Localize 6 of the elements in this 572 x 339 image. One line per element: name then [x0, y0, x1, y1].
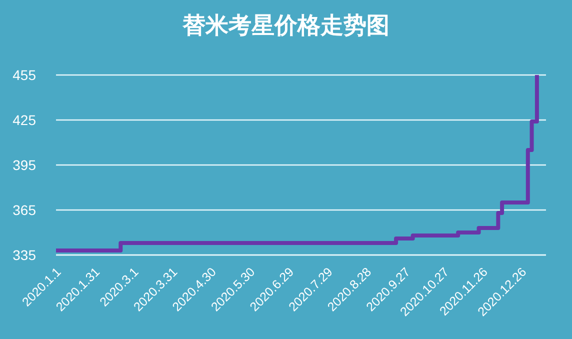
y-tick-label: 395 [12, 156, 36, 173]
y-tick-label: 365 [12, 202, 36, 218]
y-tick-label: 455 [12, 66, 36, 83]
y-tick-label: 335 [12, 246, 36, 263]
chart-title: 替米考星价格走势图 [182, 12, 390, 41]
y-tick-label: 425 [12, 112, 36, 128]
